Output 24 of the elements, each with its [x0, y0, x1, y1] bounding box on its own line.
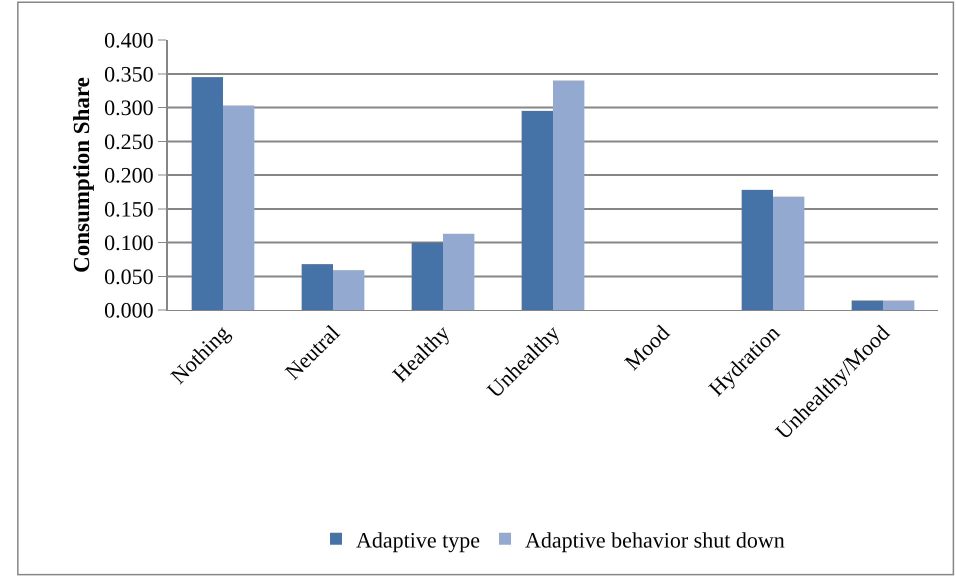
bar: [852, 300, 883, 310]
bar: [443, 234, 474, 310]
legend-label: Adaptive type: [356, 527, 480, 552]
y-tick-label: 0.150: [104, 196, 154, 222]
bar: [412, 242, 443, 310]
bar: [302, 264, 333, 310]
bar: [192, 77, 223, 310]
bar: [883, 300, 914, 310]
legend-label: Adaptive behavior shut down: [525, 527, 785, 552]
y-tick-label: 0.200: [104, 162, 154, 188]
y-axis-title: Consumption Share: [69, 77, 94, 273]
y-tick-label: 0.000: [104, 298, 154, 323]
y-tick-label: 0.100: [104, 230, 154, 256]
y-tick-label: 0.300: [104, 95, 154, 120]
bar: [553, 80, 584, 310]
bar: [742, 190, 773, 310]
y-tick-label: 0.250: [104, 128, 154, 154]
bar: [223, 105, 254, 310]
y-tick-label: 0.350: [104, 61, 154, 86]
y-tick-label: 0.400: [104, 28, 154, 53]
bar: [522, 110, 553, 310]
bar: [333, 270, 364, 310]
bar: [773, 196, 804, 310]
y-tick-label: 0.050: [104, 264, 154, 289]
